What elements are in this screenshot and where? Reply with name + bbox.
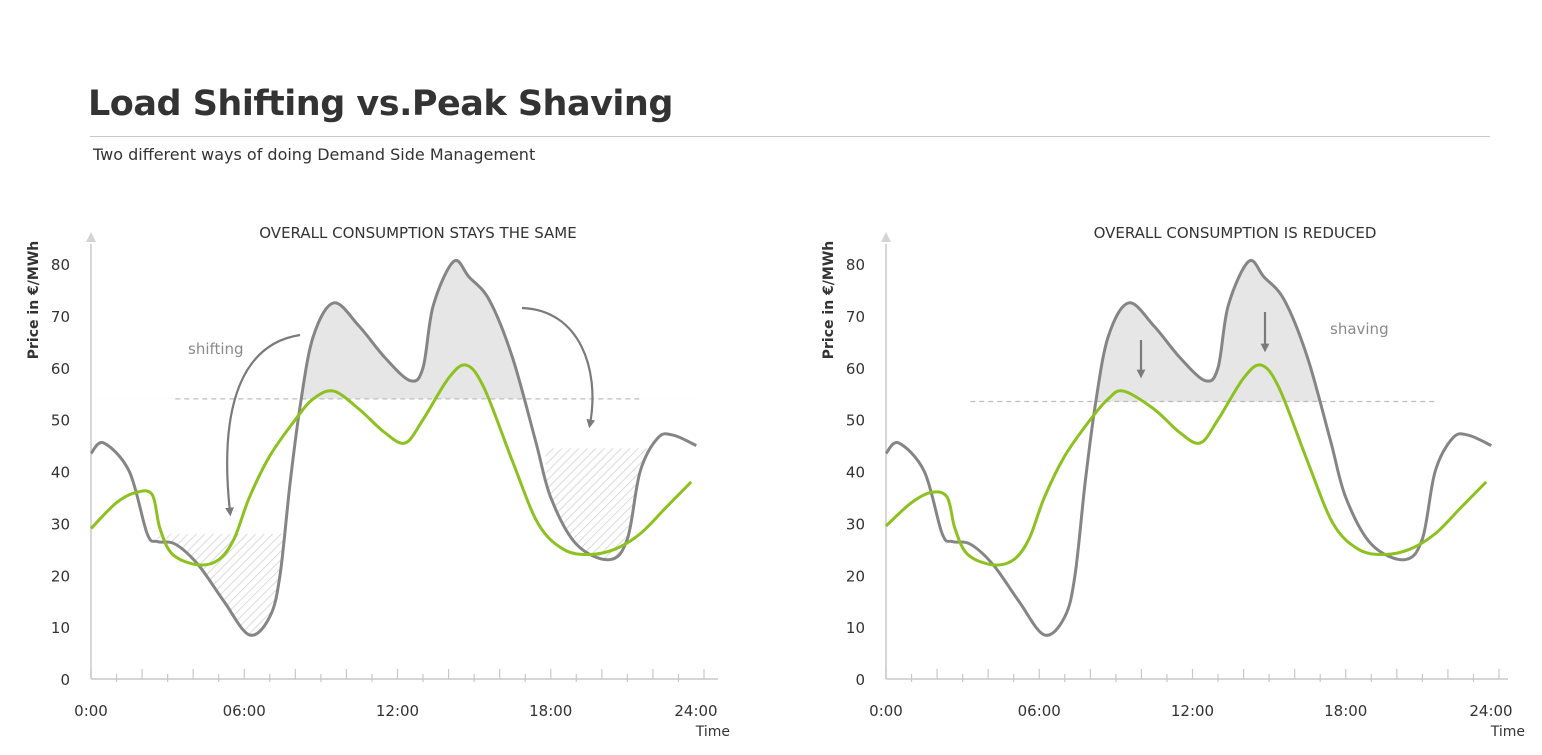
x-tick-label: 0:00 [74,702,108,720]
y-tick-label: 10 [846,619,865,637]
y-axis-arrow-icon [86,232,96,242]
peak-area [91,260,697,399]
y-tick-label: 60 [51,360,70,378]
original-load-line [89,258,697,637]
valley-hatched-area [545,448,648,560]
y-tick-label: 20 [51,567,70,585]
x-tick-label: 24:00 [674,702,717,720]
y-tick-label: 0 [855,671,865,689]
y-axis-arrow-icon [881,232,891,242]
x-tick-label: 24:00 [1469,702,1512,720]
optimized-load-line [884,363,1488,567]
original-load-line [884,258,1492,637]
y-axis-label: Price in €/MWh [26,241,42,359]
arrow-icon [521,306,596,429]
y-tick-label: 80 [51,256,70,274]
x-tick-label: 06:00 [223,702,266,720]
y-tick-label: 30 [846,515,865,533]
y-tick-label: 40 [846,464,865,482]
page-subtitle: Two different ways of doing Demand Side … [93,145,536,164]
page-title: Load Shifting vs.Peak Shaving [88,84,673,124]
y-tick-label: 30 [51,515,70,533]
y-tick-label: 40 [51,464,70,482]
y-tick-label: 60 [846,360,865,378]
x-tick-label: 06:00 [1018,702,1061,720]
x-tick-label: 12:00 [1171,702,1214,720]
optimized-load-line [89,363,693,567]
annotation-label: shaving [1330,320,1389,338]
title-divider [90,136,1490,137]
chart-1: OVERALL CONSUMPTION STAYS THE SAME Price … [26,224,730,740]
y-tick-label: 50 [846,412,865,430]
x-tick-label: 18:00 [529,702,572,720]
x-tick-label: 12:00 [376,702,419,720]
y-tick-label: 70 [51,308,70,326]
chart-title: OVERALL CONSUMPTION IS REDUCED [1094,224,1377,242]
annotation-label: shifting [188,340,244,358]
y-tick-label: 50 [51,412,70,430]
y-tick-label: 70 [846,308,865,326]
valley-hatched-area [157,533,291,636]
x-tick-label: 0:00 [869,702,903,720]
chart-2: OVERALL CONSUMPTION IS REDUCED Price in €… [821,224,1525,740]
y-tick-label: 10 [51,619,70,637]
y-axis-label: Price in €/MWh [821,241,837,359]
arrow-icon [225,333,301,517]
y-tick-label: 80 [846,256,865,274]
x-axis-label: Time [695,724,730,740]
chart-title: OVERALL CONSUMPTION STAYS THE SAME [259,224,576,242]
peak-area [1095,260,1321,402]
x-tick-label: 18:00 [1324,702,1367,720]
y-tick-label: 0 [60,671,70,689]
y-tick-label: 20 [846,567,865,585]
x-axis-label: Time [1490,724,1525,740]
